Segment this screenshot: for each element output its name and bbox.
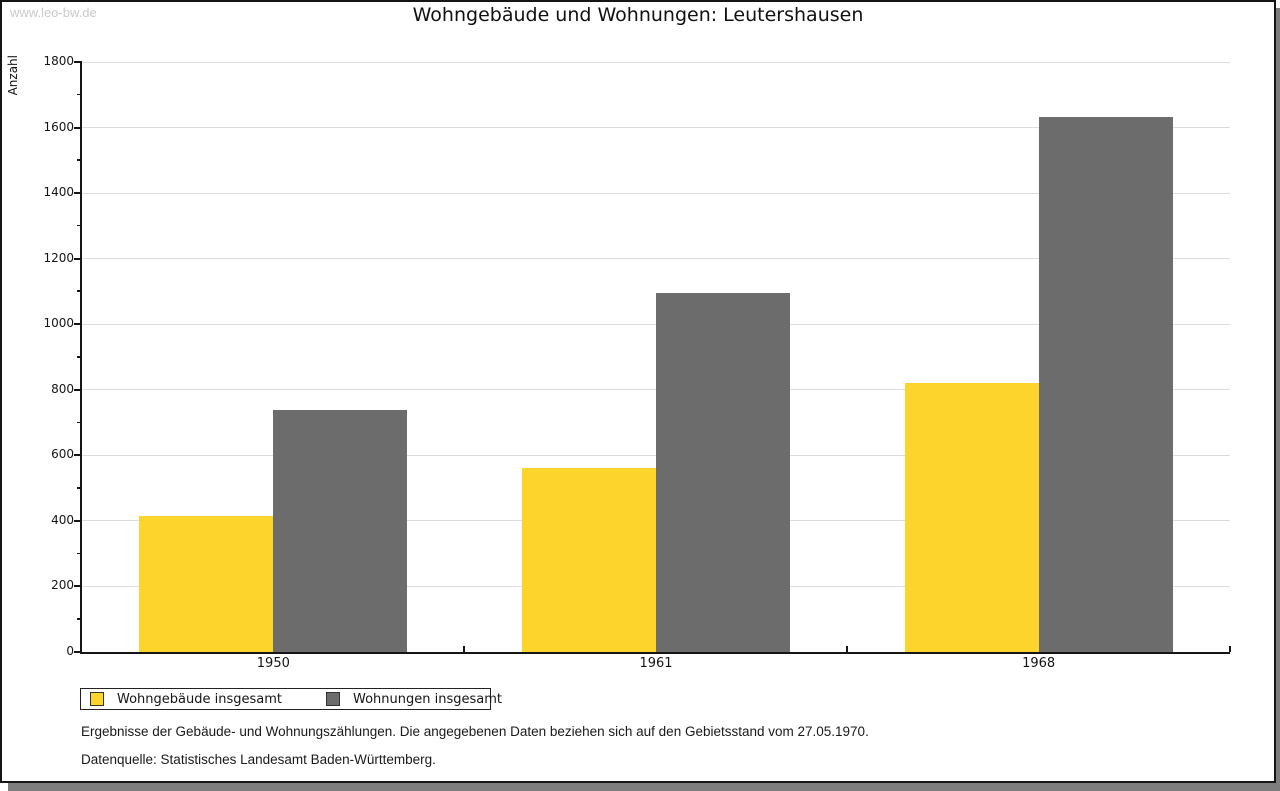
y-axis-major-tick xyxy=(74,61,82,63)
x-axis-tick xyxy=(1228,646,1231,652)
bar-wohnungen-insgesamt-1961 xyxy=(656,293,790,652)
y-axis-major-tick xyxy=(74,585,82,588)
y-tick-label: 200 xyxy=(51,578,74,593)
chart-title: Wohngebäude und Wohnungen: Leutershausen xyxy=(412,4,864,26)
legend-label-wohngebaeude: Wohngebäude insgesamt xyxy=(117,691,282,707)
y-axis-minor-tick xyxy=(77,93,82,96)
gridline xyxy=(82,258,1230,260)
y-axis-minor-tick xyxy=(77,159,82,161)
plot-area: 0 200 400 600 800 1000 1200 1400 1600 1800 1950 196… xyxy=(43,54,1231,671)
y-axis-major-tick xyxy=(74,454,82,457)
y-tick-label: 1800 xyxy=(43,54,74,68)
window-shadow-bottom xyxy=(8,783,1280,791)
bar-wohnungen-insgesamt-1968 xyxy=(1038,116,1173,652)
y-tick-label: 0 xyxy=(66,644,74,658)
legend-swatch xyxy=(326,692,340,706)
x-axis-tick xyxy=(463,646,466,652)
y-axis-major-tick xyxy=(74,651,82,653)
y-axis-minor-tick xyxy=(77,421,82,424)
footnote-gebietsstand: Ergebnisse der Gebäude- und Wohnungszähl… xyxy=(81,724,869,739)
y-axis-major-tick xyxy=(74,126,82,129)
bar-wohngeb-ude-insgesamt-1950 xyxy=(139,515,274,652)
y-tick-label: 600 xyxy=(51,447,74,462)
y-tick-label: 1200 xyxy=(43,250,74,265)
x-tick-label: 1968 xyxy=(1022,656,1056,671)
gridline xyxy=(82,61,1230,63)
gridline xyxy=(82,192,1230,194)
bar-wohnungen-insgesamt-1950 xyxy=(273,410,408,652)
y-axis-major-tick xyxy=(74,519,82,522)
y-tick-label: 400 xyxy=(51,512,74,527)
y-tick-label: 1000 xyxy=(43,316,74,331)
y-axis-minor-tick xyxy=(77,552,82,555)
x-axis-tick xyxy=(845,646,848,652)
y-axis-major-tick xyxy=(74,323,82,326)
bar-wohngeb-ude-insgesamt-1968 xyxy=(904,382,1039,652)
y-axis-major-tick xyxy=(74,192,82,195)
bar-wohngeb-ude-insgesamt-1961 xyxy=(522,467,656,652)
x-tick-label: 1961 xyxy=(639,656,673,671)
y-axis-minor-tick xyxy=(77,290,82,292)
y-axis-minor-tick xyxy=(77,224,82,227)
y-axis-major-tick xyxy=(74,257,82,260)
legend-item-wohngebaeude: Wohngebäude insgesamt xyxy=(90,692,282,707)
watermark-text: www.leo-bw.de xyxy=(10,5,97,20)
y-tick-label: 1600 xyxy=(43,119,74,134)
y-axis-minor-tick xyxy=(77,618,82,620)
x-tick-label: 1950 xyxy=(256,656,290,671)
legend-item-wohnungen: Wohnungen insgesamt xyxy=(326,692,502,707)
y-tick-label: 1400 xyxy=(43,185,74,200)
footnote-datenquelle: Datenquelle: Statistisches Landesamt Bad… xyxy=(81,752,436,767)
y-axis-minor-tick xyxy=(77,356,82,358)
y-axis-label: Anzahl xyxy=(6,55,20,96)
y-axis-minor-tick xyxy=(77,487,82,489)
y-tick-label: 800 xyxy=(51,381,74,396)
gridline xyxy=(82,127,1230,129)
legend-label-wohnungen: Wohnungen insgesamt xyxy=(353,691,502,707)
y-axis-major-tick xyxy=(74,388,82,391)
window-shadow-right xyxy=(1276,8,1280,791)
legend-swatch xyxy=(90,692,104,706)
legend: Wohngebäude insgesamt Wohnungen insgesam… xyxy=(80,688,502,710)
